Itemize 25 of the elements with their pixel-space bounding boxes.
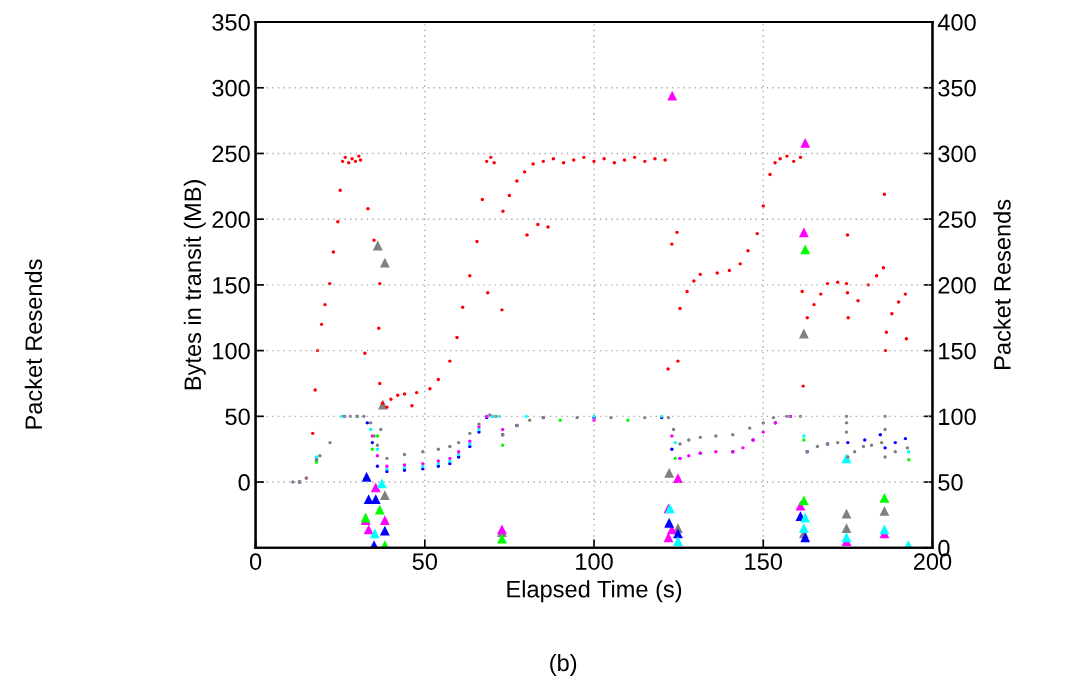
y2-tick-label: 100 [939, 408, 976, 426]
x-tick-label: 50 [412, 553, 438, 570]
x-tick-label: 150 [745, 553, 783, 570]
y-tick-label: 250 [212, 145, 250, 163]
y2-axis-title: Packet Resends [993, 199, 1011, 369]
text: (b) [550, 653, 577, 676]
y2-tick-label: 250 [938, 211, 976, 228]
y-tick-label: 300 [212, 79, 250, 97]
y-tick-label: 100 [213, 342, 250, 360]
x-tick-label: 100 [576, 553, 613, 570]
text: Packet Resends [24, 259, 43, 429]
y-tick-label: 350 [212, 14, 250, 31]
y-tick-label: 0 [238, 474, 250, 491]
x-axis-title: Elapsed Time (s) [507, 580, 682, 603]
y2-tick-label: 150 [939, 342, 976, 360]
x-tick-label: 0 [249, 553, 262, 570]
y-tick-label: 50 [225, 408, 250, 426]
y-tick-label: 200 [212, 211, 250, 228]
y-tick-label: 150 [213, 276, 250, 294]
y2-tick-label: 300 [938, 145, 976, 163]
y2-tick-label: 200 [938, 276, 976, 294]
y2-tick-label: 50 [938, 474, 963, 491]
y2-tick-label: 400 [937, 14, 976, 31]
y2-tick-label: 350 [938, 79, 976, 97]
y-axis-title: Bytes in transit (MB) [183, 180, 206, 390]
